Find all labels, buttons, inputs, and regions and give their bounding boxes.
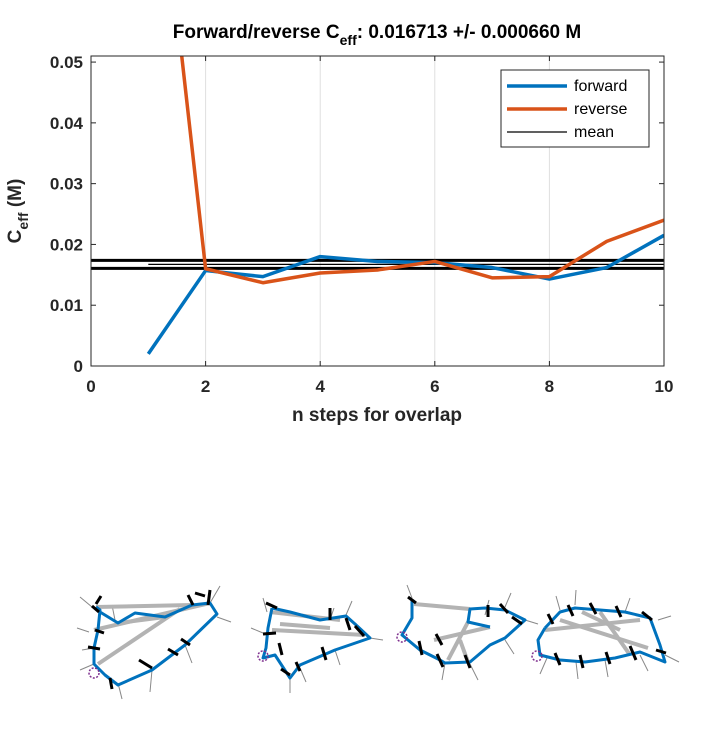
x-tick-label: 8 <box>545 377 554 396</box>
x-tick-label: 10 <box>655 377 674 396</box>
x-tick-label: 2 <box>201 377 210 396</box>
axes-box <box>90 55 665 367</box>
y-axis-label-main: C <box>5 229 26 243</box>
x-axis-label: n steps for overlap <box>292 405 462 426</box>
chart-title-value: : 0.016713 +/- 0.000660 M <box>357 22 581 43</box>
structure-1-start-marker <box>88 667 100 679</box>
y-tick-label: 0.05 <box>50 53 83 72</box>
y-tick-label: 0.03 <box>50 175 83 194</box>
structure-1 <box>76 585 232 700</box>
chart-title-subscript: eff <box>340 32 357 48</box>
tick-marks <box>90 56 665 367</box>
structure-4-start-marker <box>531 650 543 662</box>
structure-2-start-marker <box>257 650 269 662</box>
structure-2 <box>250 597 384 693</box>
x-tick-labels: 0 2 4 6 8 10 <box>86 377 673 396</box>
structure-4 <box>531 589 680 680</box>
series-line-reverse <box>179 56 664 285</box>
y-tick-label: 0.01 <box>50 296 83 315</box>
chart-title: Forward/reverse Ceff: 0.016713 +/- 0.000… <box>173 22 581 48</box>
legend: forward reverse mean <box>500 69 650 148</box>
x-tick-label: 4 <box>315 377 325 396</box>
structure-3 <box>396 584 539 681</box>
x-tick-label: 6 <box>430 377 439 396</box>
x-tick-label: 0 <box>86 377 95 396</box>
y-axis-label-unit: (M) <box>5 179 26 213</box>
chart-title-text: Forward/reverse C <box>173 22 340 43</box>
y-axis-label-subscript: eff <box>15 212 31 229</box>
legend-label-mean: mean <box>574 124 614 141</box>
y-axis-label: Ceff (M) <box>5 179 31 244</box>
structure-thumbnails <box>76 584 680 700</box>
y-tick-label: 0.04 <box>50 114 84 133</box>
y-tick-label: 0 <box>74 357 83 376</box>
legend-label-forward: forward <box>574 78 627 95</box>
series-line-forward <box>146 233 664 355</box>
legend-label-reverse: reverse <box>574 101 627 118</box>
series-group <box>91 56 664 355</box>
structure-3-start-marker <box>396 631 408 643</box>
y-tick-label: 0.02 <box>50 235 83 254</box>
y-tick-labels: 0 0.01 0.02 0.03 0.04 0.05 <box>50 53 84 376</box>
